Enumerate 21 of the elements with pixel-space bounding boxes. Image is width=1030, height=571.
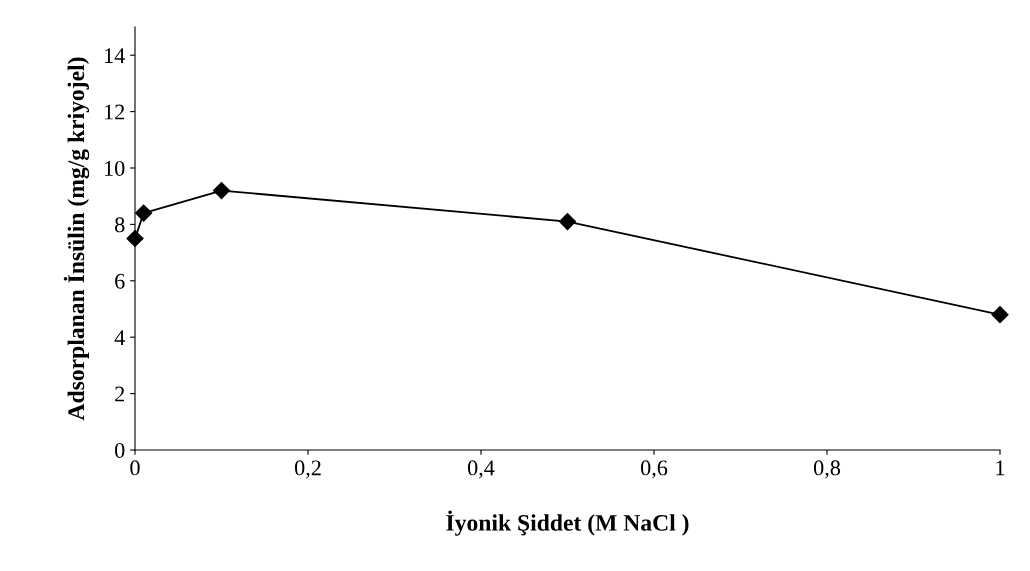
x-tick-label: 0,8: [813, 460, 841, 479]
point: [212, 182, 231, 200]
y-tick-label: 12: [105, 104, 125, 120]
x-tick-label: 0,6: [640, 460, 668, 479]
x-tick-label: 0: [130, 460, 140, 476]
x-tick-label: 0,2: [294, 460, 321, 479]
y-tick-label: 8: [115, 217, 125, 233]
y-tick-label: 14: [105, 48, 125, 63]
point: [558, 213, 577, 231]
point: [126, 229, 144, 248]
point: [991, 306, 1009, 324]
y-tick-label: 0: [115, 442, 125, 458]
x-tick-label: 1: [996, 460, 1005, 476]
x-tick-label: 0,4: [467, 460, 495, 479]
y-axis-title: Adsorplanan İnsülin (mg/g kriyojel): [63, 57, 90, 421]
y-tick-label: 4: [114, 330, 125, 345]
y-tick-label: 10: [105, 160, 125, 176]
point: [135, 204, 153, 222]
y-tick-label: 6: [115, 273, 125, 289]
x-axis-title: İyonik Şiddet (M NaCl ): [446, 510, 689, 536]
y-tick-label: 2: [115, 386, 125, 402]
